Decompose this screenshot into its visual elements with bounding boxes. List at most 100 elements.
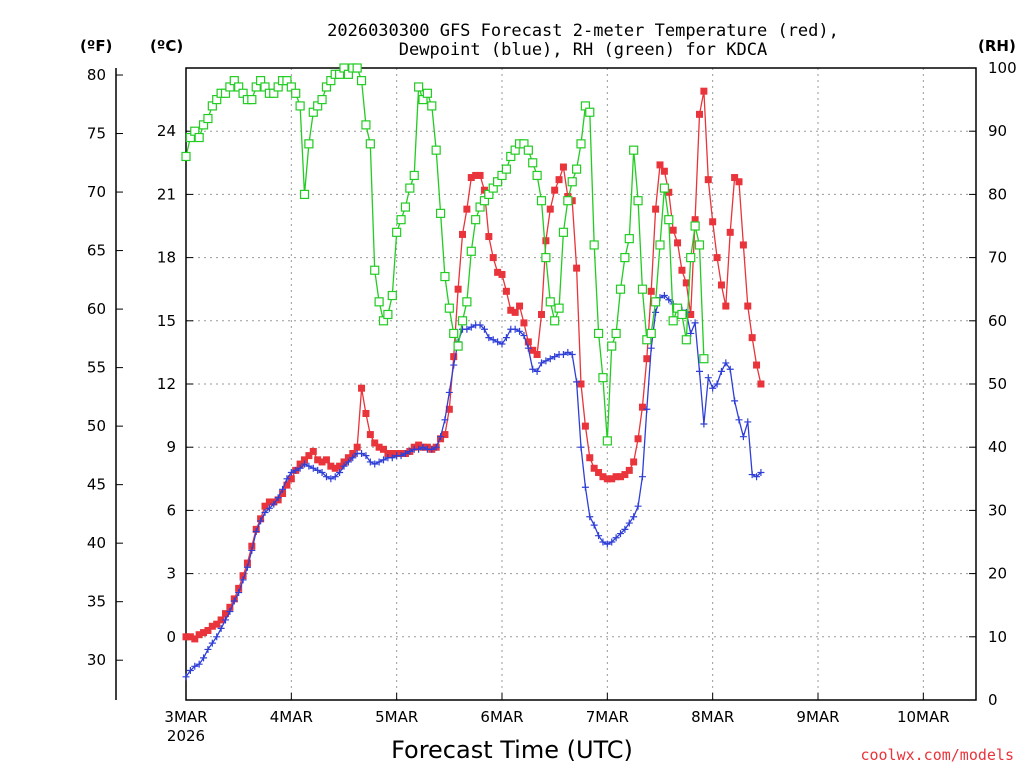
rh-point	[317, 94, 327, 105]
temperature-point	[340, 458, 348, 466]
celsius-tick-label: 3	[166, 565, 176, 583]
rh-point	[646, 328, 656, 339]
rh-point	[637, 284, 648, 294]
rh-point	[291, 88, 301, 98]
dewpoint-point	[731, 397, 739, 405]
data-series	[181, 63, 765, 681]
rh-point	[194, 132, 204, 143]
dewpoint-point	[301, 460, 308, 468]
temperature-point	[735, 178, 743, 186]
rh-point	[414, 82, 424, 92]
rh-tick-label: 90	[988, 122, 1007, 140]
temperature-point	[301, 456, 308, 464]
rh-point	[387, 290, 397, 301]
rh-tick-label: 10	[988, 628, 1007, 646]
celsius-tick-label: 24	[157, 122, 176, 140]
credit-link[interactable]: coolwx.com/models	[860, 746, 1014, 764]
dewpoint-point	[309, 464, 317, 472]
temperature-point	[195, 631, 203, 639]
rh-tick-label: 70	[988, 249, 1007, 267]
dewpoint-point	[349, 454, 357, 462]
dewpoint-point	[612, 534, 620, 542]
x-tick-label: 4MAR	[270, 708, 313, 726]
rh-point	[585, 107, 595, 117]
temperature-point	[551, 186, 559, 194]
rh-point	[607, 341, 617, 351]
dewpoint-point	[191, 662, 199, 670]
dewpoint-point	[287, 468, 295, 476]
temperature-point	[581, 422, 589, 430]
fahrenheit-tick-label: 65	[87, 242, 106, 260]
temperature-point	[463, 205, 471, 213]
dewpoint-point	[344, 458, 352, 466]
temperature-point	[559, 163, 567, 171]
dewpoint-point	[230, 597, 238, 605]
temperature-point	[696, 110, 703, 118]
dewpoint-point	[318, 468, 326, 476]
temperature-point	[261, 502, 269, 510]
temperature-point	[191, 635, 199, 643]
dewpoint-point	[546, 355, 554, 363]
dewpoint-point	[559, 351, 567, 359]
dewpoint-point	[243, 563, 251, 571]
temperature-point	[516, 302, 524, 310]
fahrenheit-tick-label: 55	[87, 359, 106, 377]
rh-point	[677, 309, 687, 320]
dewpoint-point	[538, 359, 545, 367]
dewpoint-point	[480, 325, 488, 333]
temperature-point	[248, 542, 256, 550]
temperature-point	[704, 176, 712, 184]
temperature-point	[542, 237, 550, 245]
rh-tick-label: 20	[988, 565, 1007, 583]
dewpoint-point	[358, 450, 366, 458]
temperature-point	[757, 380, 765, 388]
temperature-point	[287, 475, 295, 483]
temperature-point	[608, 475, 616, 483]
dewpoint-point	[476, 321, 484, 329]
dewpoint-point	[630, 513, 638, 521]
temperature-point	[722, 302, 730, 310]
rh-point	[453, 341, 463, 351]
temperature-point	[520, 319, 528, 327]
rh-point	[356, 76, 367, 86]
dewpoint-point	[362, 452, 370, 460]
rh-point	[664, 215, 674, 225]
rh-point	[563, 196, 573, 206]
rh-tick-label: 30	[988, 501, 1007, 519]
temperature-point	[595, 468, 603, 476]
dewpoint-point	[516, 327, 524, 335]
rh-tick-label: 0	[988, 691, 998, 709]
temperature-point	[625, 466, 633, 474]
dewpoint-point	[700, 420, 708, 428]
dewpoint-point	[432, 443, 440, 451]
celsius-tick-label: 0	[166, 628, 176, 646]
temperature-point	[309, 447, 317, 455]
temperature-point	[415, 441, 423, 449]
temperature-point	[652, 205, 660, 213]
rh-point	[593, 328, 604, 339]
dewpoint-point	[704, 374, 712, 382]
temperature-point	[375, 443, 383, 451]
rh-point	[352, 63, 362, 73]
x-tick-label: 6MAR	[480, 708, 523, 726]
temperature-point	[283, 481, 291, 489]
dewpoint-point	[182, 673, 190, 681]
dewpoint-point	[524, 344, 532, 352]
tick-labels: 30 35 40 45 50 55 60 65 70 75 80 0 3 6 9 12 15 18 21 24 0 10 2…	[87, 59, 1017, 745]
dewpoint-point	[485, 334, 493, 342]
dewpoint-point	[660, 292, 668, 300]
rh-point	[247, 94, 257, 105]
temperature-point	[384, 450, 392, 458]
dewpoint-point	[489, 336, 497, 344]
dewpoint-point	[617, 530, 624, 538]
series-group	[181, 63, 709, 446]
x-tick-label: 8MAR	[691, 708, 734, 726]
dewpoint-point	[428, 445, 436, 453]
fahrenheit-tick-label: 40	[87, 534, 106, 552]
temperature-point	[476, 171, 484, 179]
dewpoint-point	[691, 319, 699, 327]
temperature-point	[529, 346, 537, 354]
temperature-point	[222, 610, 229, 618]
temperature-point	[182, 633, 190, 641]
